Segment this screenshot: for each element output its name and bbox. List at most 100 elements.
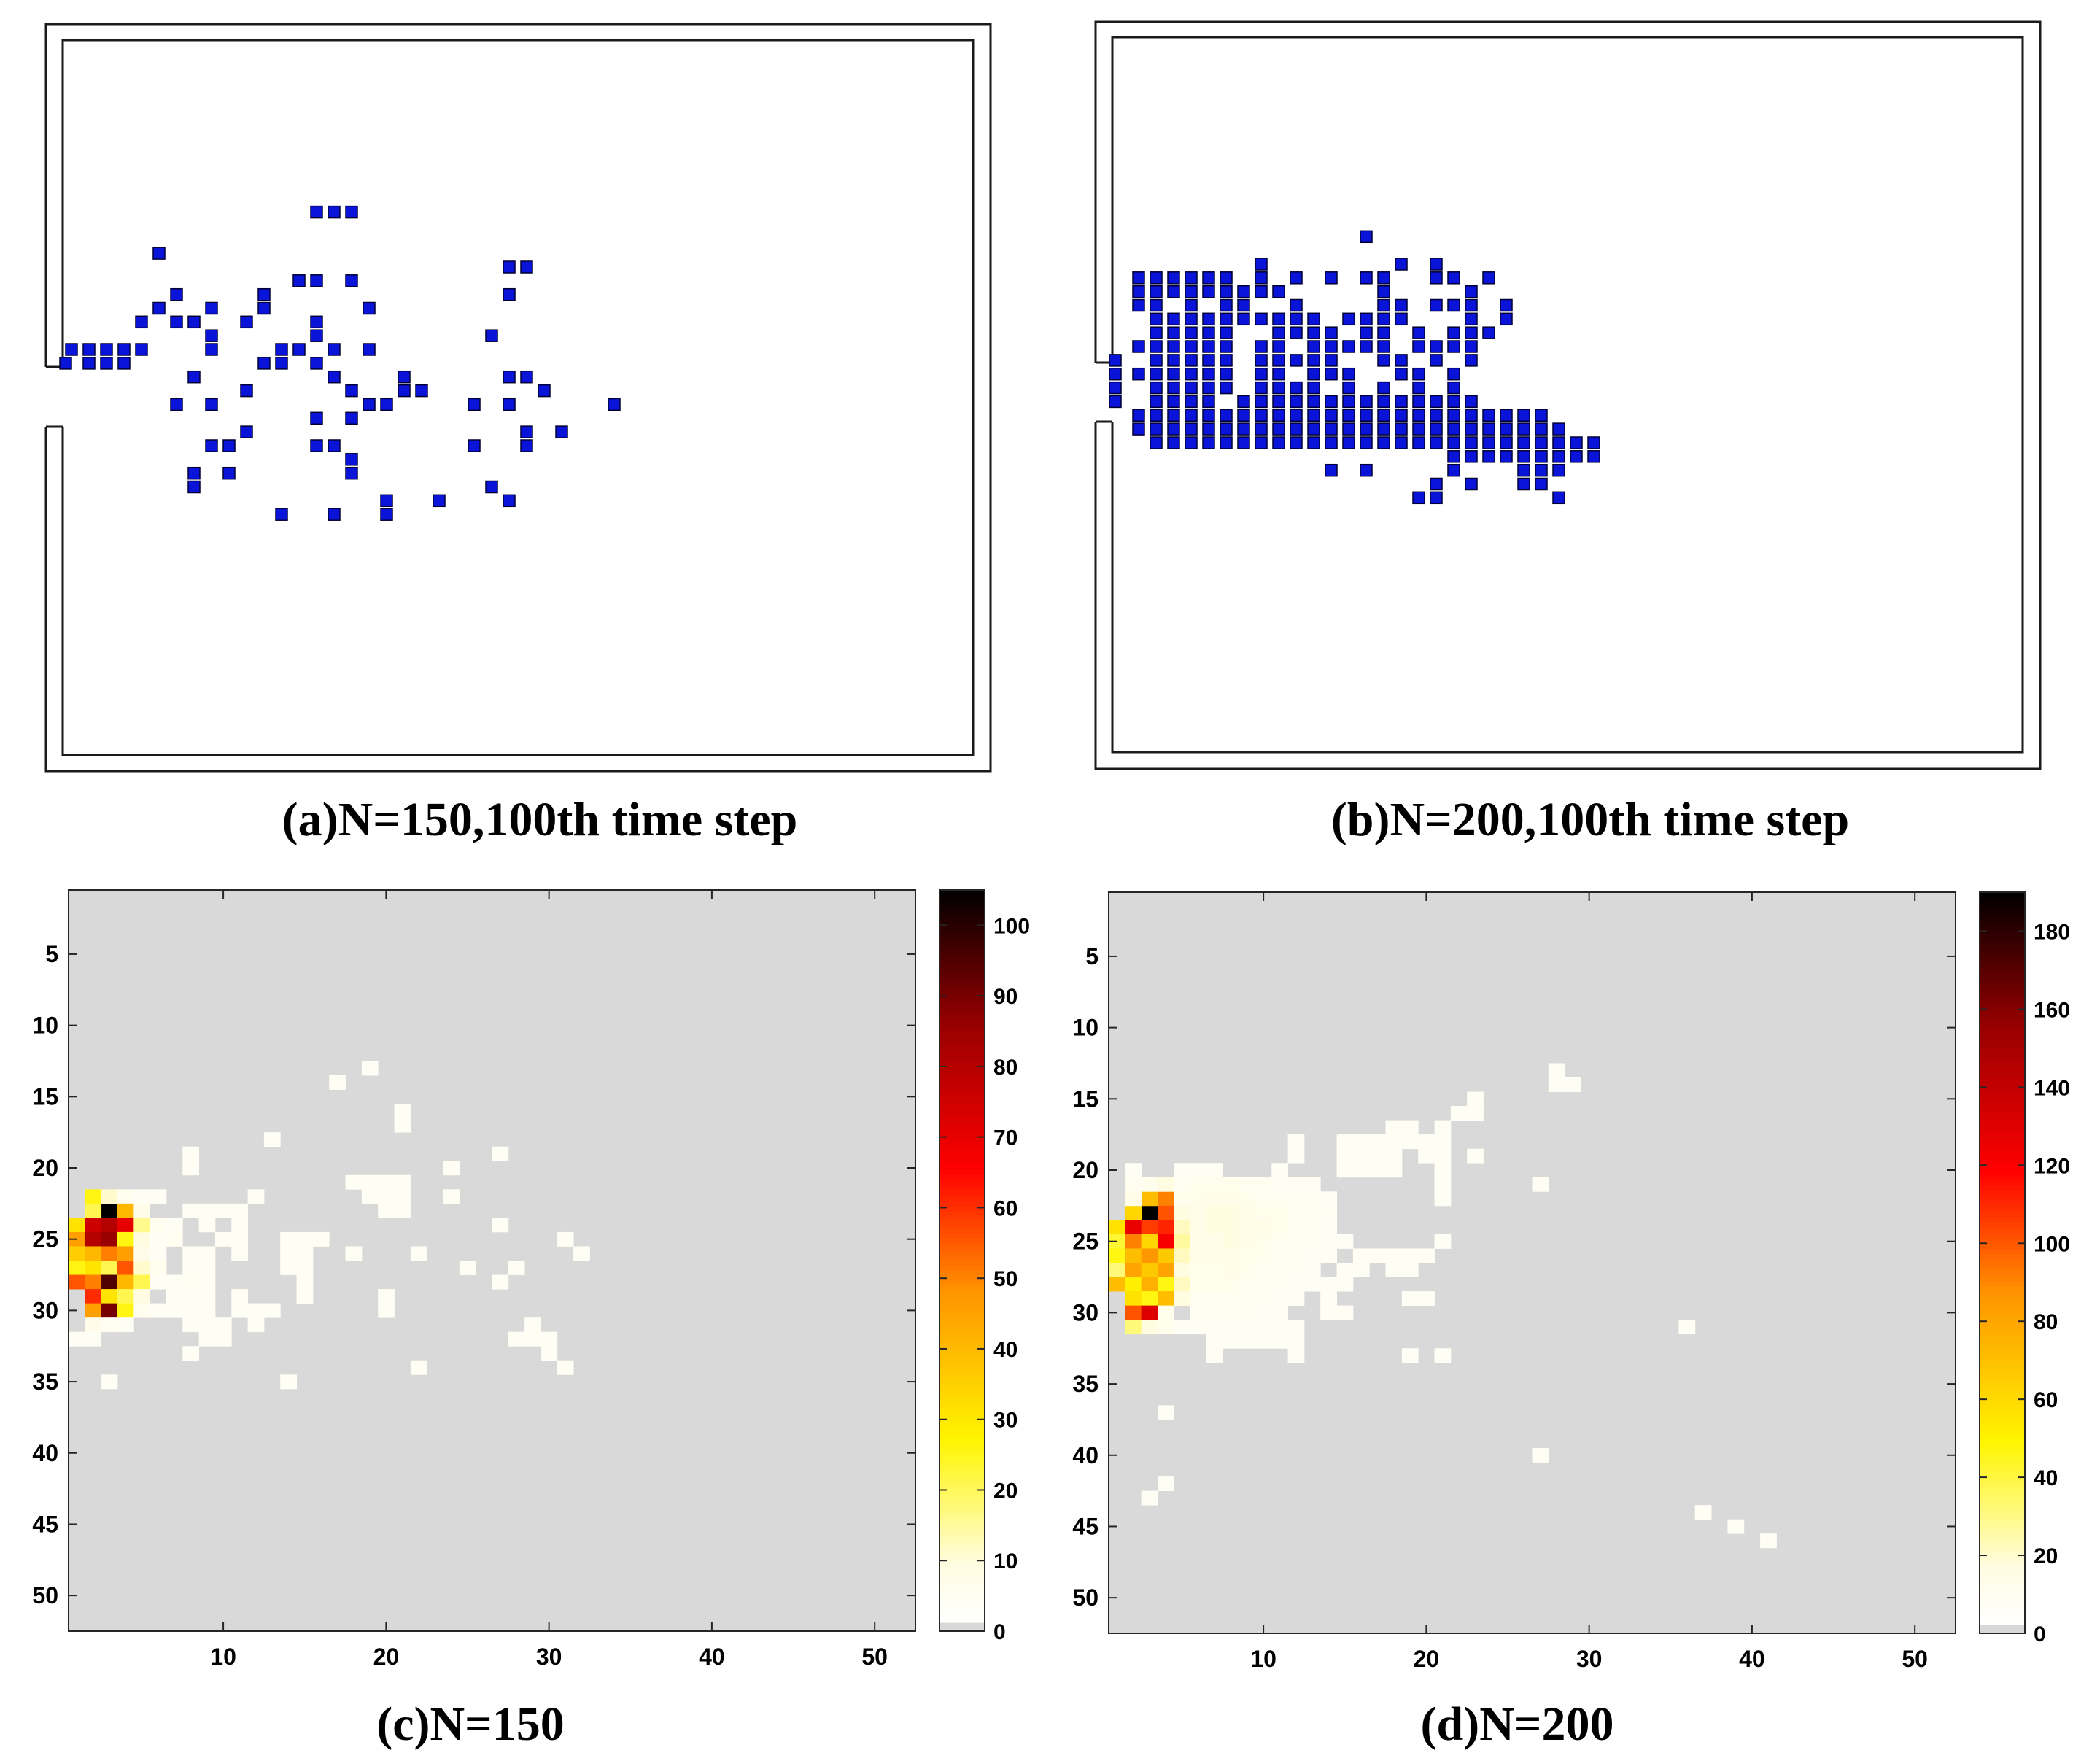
- pedestrian-marker: [1185, 409, 1198, 422]
- colorbar-segment: [1980, 993, 2025, 998]
- colorbar-segment: [1980, 1290, 2025, 1296]
- heatmap-cell: [1157, 1177, 1174, 1192]
- y-tick-label: 15: [32, 1083, 58, 1110]
- heatmap-cell: [166, 1274, 183, 1290]
- heatmap-cell: [133, 1218, 151, 1233]
- heatmap-cell: [1125, 1263, 1142, 1277]
- pedestrian-marker: [205, 439, 218, 452]
- pedestrian-marker: [345, 274, 358, 287]
- pedestrian-marker: [1430, 436, 1443, 449]
- colorbar-segment: [1980, 1574, 2025, 1579]
- colorbar-segment: [939, 981, 985, 987]
- pedestrian-marker: [1447, 395, 1460, 409]
- heatmap-cell: [1109, 1277, 1125, 1292]
- heatmap-cell: [1303, 1263, 1321, 1277]
- heatmap-cell: [1239, 1334, 1256, 1349]
- pedestrian-marker: [1552, 450, 1565, 463]
- heatmap-cell: [1223, 1234, 1240, 1249]
- heatmap-cell: [1190, 1291, 1207, 1307]
- heatmap-cell: [1125, 1320, 1142, 1335]
- heatmap-cell: [101, 1246, 118, 1261]
- heatmap-cell: [1320, 1277, 1337, 1292]
- colorbar-segment: [1980, 1542, 2025, 1547]
- heatmap-cell: [1336, 1148, 1354, 1164]
- colorbar-frame: [939, 889, 985, 1632]
- colorbar-segment: [939, 1458, 985, 1463]
- heatmap-cell: [1320, 1205, 1337, 1220]
- pedestrian-marker: [1255, 367, 1268, 381]
- x-tick-label: 40: [1739, 1646, 1765, 1672]
- heatmap-cell: [1223, 1305, 1240, 1320]
- colorbar-tick-label: 80: [993, 1056, 1018, 1080]
- colorbar-segment: [1980, 983, 2025, 989]
- heatmap-cell: [1303, 1234, 1321, 1249]
- pedestrian-marker: [1132, 340, 1145, 353]
- pedestrian-marker: [82, 343, 96, 356]
- heatmap-cell: [85, 1261, 102, 1275]
- colorbar-segment: [939, 1567, 985, 1573]
- pedestrian-marker: [1395, 312, 1408, 326]
- x-tick-label: 20: [1414, 1646, 1440, 1672]
- pedestrian-marker: [1570, 450, 1583, 463]
- pedestrian-marker: [1430, 422, 1443, 436]
- colorbar-segment: [1980, 1134, 2025, 1140]
- colorbar-segment: [939, 913, 985, 918]
- heatmap-cell: [1336, 1277, 1354, 1292]
- heatmap-cell: [280, 1246, 297, 1261]
- pedestrian-marker: [1412, 367, 1425, 381]
- heatmap-cell: [1303, 1277, 1321, 1292]
- heatmap-cell: [182, 1274, 200, 1290]
- pedestrian-marker: [1290, 436, 1303, 449]
- heatmap-cell: [1223, 1263, 1240, 1277]
- heatmap-cell: [394, 1189, 411, 1204]
- colorbar-segment: [1980, 1354, 2025, 1360]
- pedestrian-marker: [1360, 409, 1373, 422]
- pedestrian-marker: [1272, 285, 1285, 298]
- pedestrian-marker: [310, 439, 323, 452]
- heatmap-cell: [1271, 1220, 1288, 1235]
- colorbar-segment: [1980, 910, 2025, 916]
- colorbar-frame: [1979, 891, 2026, 1634]
- pedestrian-marker: [1360, 312, 1373, 326]
- heatmap-cell: [296, 1289, 314, 1304]
- colorbar-tick-label: 20: [993, 1479, 1018, 1503]
- colorbar-segment: [939, 1402, 985, 1408]
- heatmap-cell: [1450, 1106, 1468, 1121]
- colorbar-segment: [939, 986, 985, 991]
- heatmap-cell: [1418, 1134, 1435, 1150]
- heatmap-cell: [378, 1174, 395, 1190]
- heatmap-cell: [1320, 1191, 1337, 1207]
- colorbar-segment: [1980, 897, 2025, 902]
- pedestrian-marker: [345, 466, 358, 480]
- pedestrian-marker: [1447, 409, 1460, 422]
- colorbar-segment: [939, 1320, 985, 1325]
- pedestrian-marker: [1202, 354, 1215, 367]
- heatmap-cell: [1223, 1291, 1240, 1307]
- heatmap-cell: [85, 1303, 102, 1318]
- pedestrian-marker: [1325, 463, 1338, 477]
- pedestrian-marker: [1272, 367, 1285, 381]
- pedestrian-marker: [520, 425, 533, 438]
- y-tick-label: 45: [1072, 1513, 1099, 1539]
- pedestrian-marker: [1360, 340, 1373, 353]
- heatmap-cell: [101, 1218, 118, 1233]
- y-tick-label: 25: [32, 1226, 58, 1253]
- y-tick-label: 40: [1072, 1442, 1099, 1468]
- heatmap-cell: [1206, 1177, 1223, 1192]
- heatmap-cell: [410, 1246, 427, 1261]
- colorbar-segment: [939, 908, 985, 913]
- pedestrian-marker: [1167, 354, 1180, 367]
- pedestrian-marker: [468, 439, 481, 452]
- heatmap-cell: [1352, 1148, 1370, 1164]
- heatmap-cell: [1239, 1291, 1256, 1307]
- heatmap-cell: [198, 1203, 216, 1218]
- pedestrian-marker: [1150, 354, 1163, 367]
- pedestrian-marker: [1150, 312, 1163, 326]
- heatmap-cell: [133, 1189, 151, 1204]
- colorbar-segment: [1980, 1139, 2025, 1145]
- colorbar-segment: [939, 967, 985, 973]
- colorbar-segment: [939, 1393, 985, 1399]
- colorbar-segment: [1980, 1409, 2025, 1414]
- pedestrian-marker: [1132, 409, 1145, 422]
- pedestrian-marker: [1395, 422, 1408, 436]
